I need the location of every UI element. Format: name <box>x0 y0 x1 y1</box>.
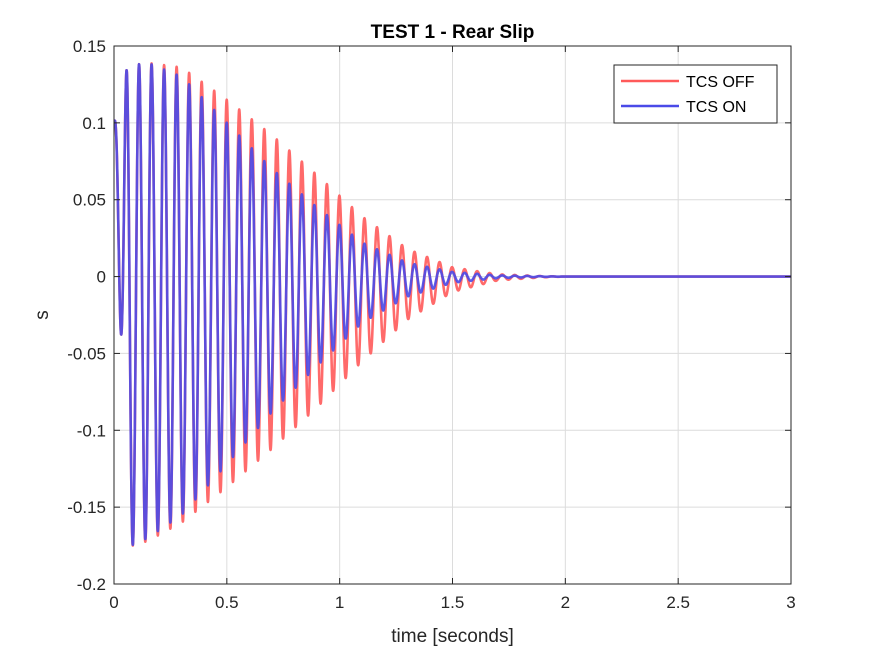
x-tick-label: 1.5 <box>441 593 465 612</box>
ticks: 0 0.5 1 1.5 2 2.5 3 -0.2 -0.15 -0.1 -0.05 0 0.05 0.1 0… <box>67 37 795 612</box>
y-tick-label: 0.15 <box>73 37 106 56</box>
x-tick-label: 0 <box>109 593 118 612</box>
chart-title: TEST 1 - Rear Slip <box>371 22 535 43</box>
y-tick-label: -0.15 <box>67 498 106 517</box>
y-tick-label: 0.1 <box>82 114 106 133</box>
y-tick-label: 0.05 <box>73 191 106 210</box>
x-tick-label: 2 <box>561 593 570 612</box>
legend: TCS OFF TCS ON <box>613 64 778 124</box>
series-line-tcs-on <box>114 62 791 547</box>
x-axis-label: time [seconds] <box>391 626 514 647</box>
y-tick-label: -0.1 <box>77 421 106 440</box>
legend-box <box>613 64 778 124</box>
series-layer <box>114 62 791 547</box>
x-tick-label: 2.5 <box>666 593 690 612</box>
x-tick-label: 0.5 <box>215 593 239 612</box>
y-tick-label: -0.05 <box>67 344 106 363</box>
x-tick-label: 1 <box>335 593 344 612</box>
y-tick-label: -0.2 <box>77 575 106 594</box>
legend-entry-label: TCS OFF <box>686 74 755 91</box>
y-axis-label: s <box>32 310 53 320</box>
y-tick-label: 0 <box>97 268 106 287</box>
x-tick-label: 3 <box>786 593 795 612</box>
legend-entry-label: TCS ON <box>686 99 746 116</box>
